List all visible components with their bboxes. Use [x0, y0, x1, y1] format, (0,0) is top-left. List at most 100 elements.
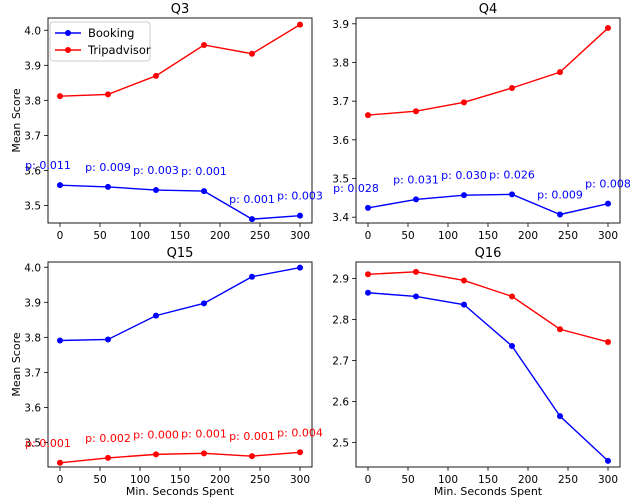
y-tick-label: 3.7 [24, 367, 41, 379]
legend-label-booking: Booking [88, 26, 134, 40]
panel-q16: Q16 0 50 100 150 200 250 300 2.5 2.6 2.7 2.8 2.9 Min.… [332, 246, 621, 498]
p-value-annotation: p: 0.028 [333, 182, 379, 195]
data-point-booking [605, 457, 611, 464]
data-point-booking [461, 301, 467, 308]
data-point-tripadvisor [105, 454, 111, 461]
x-tick-label: 0 [365, 230, 372, 242]
y-tick-label: 3.9 [24, 60, 41, 72]
y-tick-label: 3.7 [24, 130, 41, 142]
p-value-annotation: p: 0.004 [277, 426, 323, 439]
data-point-booking [413, 196, 419, 203]
series-line-booking [59, 266, 301, 342]
p-value-annotation: p: 0.030 [441, 169, 487, 182]
series-line-tripadvisor [367, 27, 609, 116]
data-point-tripadvisor [57, 93, 63, 100]
x-tick-label: 50 [93, 474, 106, 486]
x-tick-label: 250 [250, 230, 270, 242]
data-point-tripadvisor [153, 72, 159, 79]
series-line-booking [59, 184, 301, 220]
data-point-booking [57, 182, 63, 189]
p-value-annotation: p: 0.001 [181, 165, 227, 178]
x-tick-label: 100 [438, 474, 458, 486]
series-line-tripadvisor [59, 451, 301, 464]
x-tick-label: 0 [365, 474, 372, 486]
data-point-tripadvisor [201, 41, 207, 48]
x-tick-label: 50 [401, 230, 414, 242]
x-tick-label: 300 [598, 474, 618, 486]
data-point-booking [509, 191, 515, 198]
x-tick-label: 200 [210, 230, 230, 242]
data-point-booking [297, 264, 303, 271]
data-point-tripadvisor [249, 50, 255, 57]
p-value-annotation: p: 0.001 [229, 193, 275, 206]
y-tick-label: 2.8 [332, 314, 349, 326]
p-value-annotation: p: 0.003 [277, 190, 323, 203]
data-point-tripadvisor [509, 85, 515, 92]
series-line-tripadvisor [59, 24, 301, 97]
y-tick-label: 3.9 [332, 19, 349, 31]
y-tick-label: 2.6 [332, 396, 349, 408]
data-point-tripadvisor [461, 99, 467, 106]
data-point-booking [509, 343, 515, 350]
data-point-tripadvisor [57, 459, 63, 466]
data-point-booking [461, 192, 467, 199]
data-point-tripadvisor [365, 112, 371, 119]
y-tick-label: 3.8 [332, 57, 349, 69]
p-value-annotation: p: 0.009 [537, 188, 583, 201]
x-tick-label: 50 [401, 474, 414, 486]
data-point-tripadvisor [557, 69, 563, 76]
data-point-booking [365, 204, 371, 211]
data-point-tripadvisor [413, 108, 419, 115]
y-tick-label: 3.4 [332, 212, 349, 224]
y-tick-label: 3.9 [24, 297, 41, 309]
y-axis-label: Mean Score [10, 332, 23, 397]
y-tick-label: 3.5 [24, 437, 41, 449]
x-tick-label: 250 [250, 474, 270, 486]
p-value-annotation: p: 0.000 [133, 428, 179, 441]
data-point-booking [105, 336, 111, 343]
data-point-booking [249, 273, 255, 280]
data-point-booking [249, 216, 255, 223]
p-value-annotation: p: 0.001 [25, 437, 71, 450]
data-point-booking [105, 183, 111, 190]
p-value-annotation: p: 0.011 [25, 159, 71, 172]
x-tick-label: 250 [558, 474, 578, 486]
x-tick-label: 200 [210, 474, 230, 486]
data-point-tripadvisor [557, 326, 563, 333]
data-point-tripadvisor [105, 91, 111, 98]
data-point-booking [153, 187, 159, 194]
data-point-tripadvisor [413, 268, 419, 275]
legend-marker-booking [65, 30, 71, 36]
data-point-tripadvisor [605, 25, 611, 32]
panel-q3: Q3 0 50 100 150 200 250 300 3.5 3.6 3.7 3.8 3.9 4.0 Me… [10, 2, 323, 242]
p-value-annotation: p: 0.002 [85, 432, 131, 445]
data-point-booking [605, 200, 611, 207]
panel-title-q3: Q3 [171, 2, 190, 17]
x-tick-label: 100 [438, 230, 458, 242]
y-tick-label: 2.5 [332, 437, 349, 449]
x-tick-label: 300 [290, 230, 310, 242]
data-point-booking [57, 337, 63, 344]
legend-marker-tripadvisor [65, 47, 71, 53]
x-tick-label: 50 [93, 230, 106, 242]
x-tick-label: 200 [518, 230, 538, 242]
data-point-booking [365, 289, 371, 296]
panel-title-q4: Q4 [479, 2, 498, 17]
data-point-booking [201, 300, 207, 307]
legend-label-tripadvisor: Tripadvisor [87, 43, 151, 57]
p-value-annotation: p: 0.031 [393, 173, 439, 186]
p-value-annotation: p: 0.001 [229, 430, 275, 443]
panel-q4: Q4 0 50 100 150 200 250 300 3.4 3.5 3.6 3.7 3.8 3.9 p:… [332, 2, 631, 242]
y-tick-label: 4.0 [24, 25, 41, 37]
x-axis-label: Min. Seconds Spent [126, 485, 235, 498]
y-tick-label: 3.5 [24, 200, 41, 212]
x-tick-label: 200 [518, 474, 538, 486]
data-point-booking [297, 212, 303, 219]
x-tick-label: 150 [170, 230, 190, 242]
p-value-annotation: p: 0.008 [585, 178, 631, 191]
data-point-tripadvisor [297, 21, 303, 28]
panel-q15: Q15 0 50 100 150 200 250 300 3.5 3.6 3.7 3.8 3.9 4.0 M… [10, 246, 323, 498]
p-value-annotation: p: 0.001 [181, 427, 227, 440]
y-tick-label: 3.6 [24, 165, 41, 177]
